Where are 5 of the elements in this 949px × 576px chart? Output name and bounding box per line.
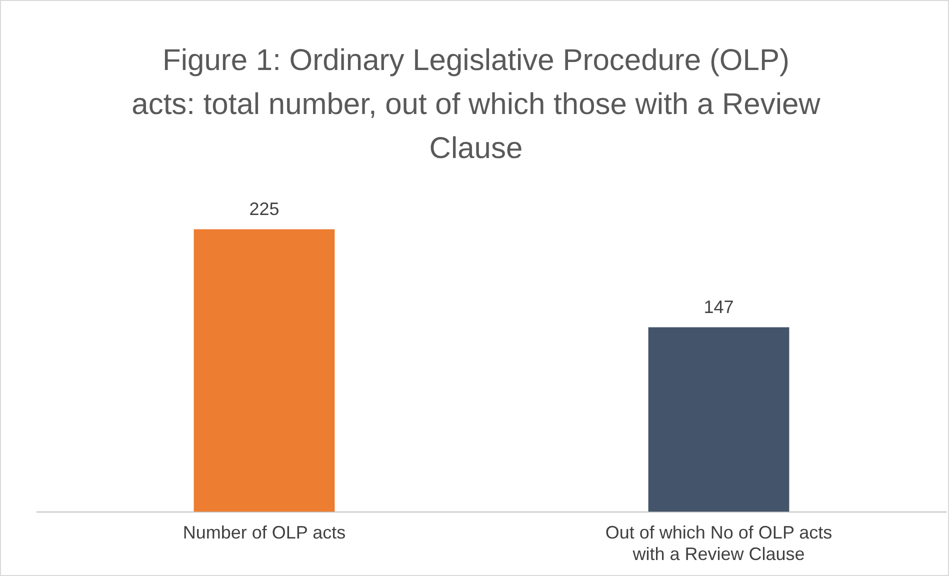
x-tick-label: Out of which No of OLP acts with a Review Clause xyxy=(605,522,832,564)
data-label: 147 xyxy=(704,297,734,318)
chart-title: Figure 1: Ordinary Legislative Procedure (OLP) acts: total number, out of which those with a Review Clause xyxy=(131,43,821,167)
x-tick-label: Number of OLP acts xyxy=(182,522,346,543)
data-label: 225 xyxy=(249,199,280,220)
